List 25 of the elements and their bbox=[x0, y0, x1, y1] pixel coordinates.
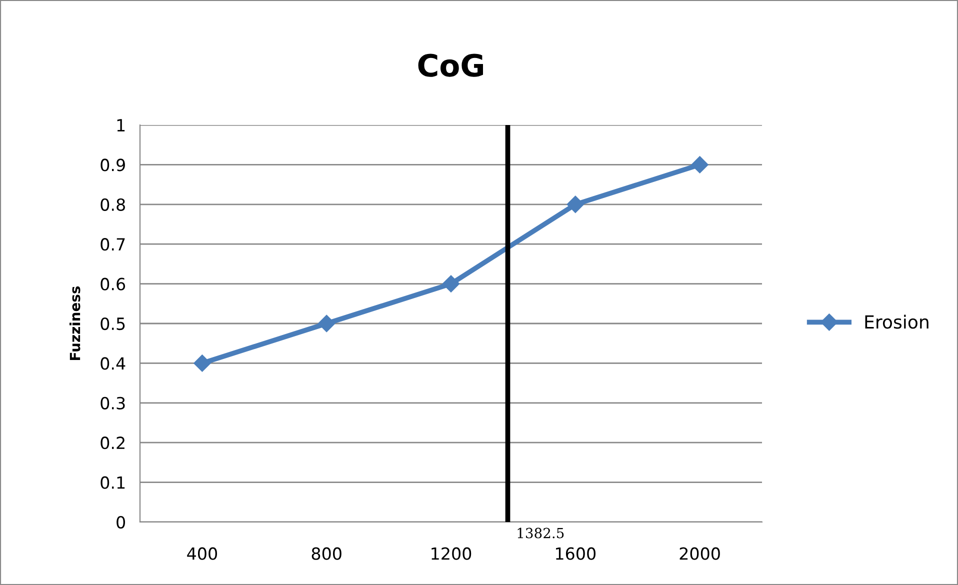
y-tick-label: 0.2 bbox=[100, 436, 124, 450]
chart-title: CoG bbox=[418, 54, 483, 77]
y-tick-label: 0.9 bbox=[100, 158, 125, 172]
x-tick-label: 800 bbox=[312, 547, 342, 560]
point bbox=[194, 354, 211, 372]
y-tick-label: 0.5 bbox=[100, 317, 125, 330]
legend-label: Erosion bbox=[865, 314, 928, 329]
point bbox=[566, 196, 584, 213]
y-tick-label: 0.7 bbox=[100, 238, 125, 251]
y-tick-label: 0.4 bbox=[100, 357, 126, 370]
y-tick-label: 0.1 bbox=[100, 476, 125, 489]
point bbox=[691, 156, 708, 174]
y-tick-label: 0.8 bbox=[100, 198, 125, 211]
point bbox=[318, 314, 336, 332]
y-tick-label: 0.6 bbox=[100, 278, 126, 290]
x-tick-label: 400 bbox=[187, 547, 217, 560]
y-axis-title: Fuzziness bbox=[69, 286, 80, 360]
y-tick-label: 1 bbox=[117, 119, 125, 132]
x-tick-label: 1600 bbox=[556, 547, 596, 560]
ref-line-label: 1382.5 bbox=[518, 528, 564, 538]
y-tick-label: 0.3 bbox=[100, 396, 125, 410]
point bbox=[442, 275, 460, 292]
y-tick-label: 0 bbox=[116, 516, 126, 529]
x-tick-label: 2000 bbox=[680, 547, 720, 560]
x-tick-label: 1200 bbox=[432, 547, 472, 560]
